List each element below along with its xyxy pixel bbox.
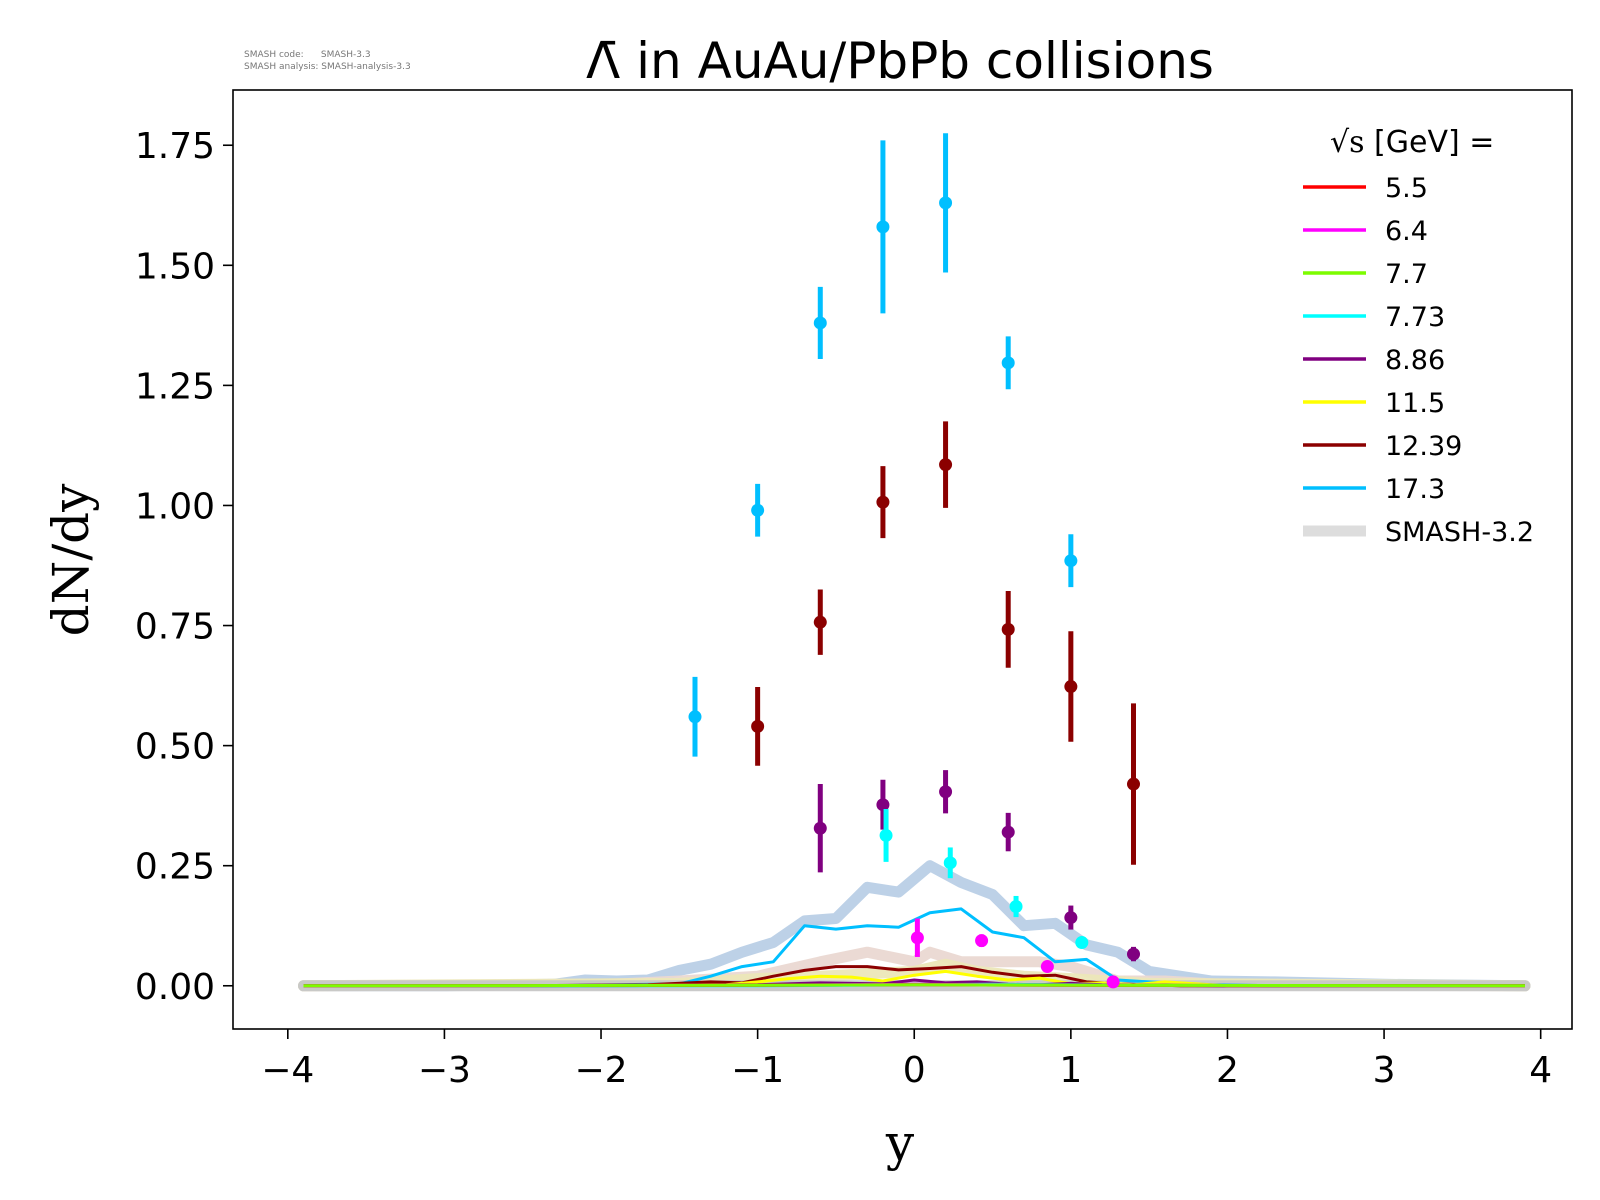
legend-title: √s [GeV] = bbox=[1330, 125, 1494, 160]
y-tick-label: 1.00 bbox=[135, 486, 215, 527]
data-point-12-39-0 bbox=[751, 719, 765, 733]
data-point-6-4-1 bbox=[975, 934, 989, 948]
data-point-7-73-3 bbox=[1075, 936, 1089, 950]
x-tick-label: 2 bbox=[1216, 1050, 1239, 1091]
data-point-6-4-2 bbox=[1040, 960, 1054, 974]
data-point-12-39-4 bbox=[1001, 622, 1015, 636]
data-point-7-73-1 bbox=[943, 856, 957, 870]
data-point-7-73-2 bbox=[1009, 900, 1023, 914]
legend-label-7-73: 7.73 bbox=[1385, 302, 1445, 333]
x-tick-label: −4 bbox=[261, 1050, 314, 1091]
data-point-12-39-3 bbox=[939, 458, 953, 472]
data-point-8-86-0 bbox=[813, 821, 827, 835]
data-point-8-86-4 bbox=[1064, 911, 1078, 925]
plot-frame bbox=[232, 89, 1573, 1030]
legend-title-unit: [GeV] = bbox=[1365, 125, 1495, 160]
plot-series-group bbox=[298, 133, 1531, 992]
x-tick-label: −1 bbox=[731, 1050, 784, 1091]
data-point-6-4-3 bbox=[1106, 975, 1120, 989]
data-point-8-86-1 bbox=[876, 798, 890, 812]
data-point-17-3-2 bbox=[813, 316, 827, 330]
data-point-7-73-0 bbox=[879, 828, 893, 842]
data-point-17-3-6 bbox=[1064, 554, 1078, 568]
data-point-17-3-0 bbox=[688, 710, 702, 724]
data-point-12-39-1 bbox=[813, 615, 827, 629]
smash-code-note: SMASH code: SMASH-3.3 bbox=[244, 50, 371, 60]
data-point-8-86-2 bbox=[939, 785, 953, 799]
y-tick-label: 0.00 bbox=[135, 967, 215, 1008]
data-point-17-3-4 bbox=[939, 196, 953, 210]
y-tick-label: 0.75 bbox=[135, 607, 215, 648]
data-point-8-86-3 bbox=[1001, 825, 1015, 839]
y-axis-label: dN/dy bbox=[42, 483, 100, 637]
legend-label-8-86: 8.86 bbox=[1385, 345, 1445, 376]
y-tick-label: 1.75 bbox=[135, 126, 215, 167]
legend-label-6-4: 6.4 bbox=[1385, 216, 1428, 247]
data-point-12-39-2 bbox=[876, 495, 890, 509]
y-tick-label: 0.50 bbox=[135, 727, 215, 768]
chart-title-text: in AuAu/PbPb collisions bbox=[620, 32, 1214, 90]
data-point-12-39-5 bbox=[1064, 680, 1078, 694]
legend-label-SMASH-3-2: SMASH-3.2 bbox=[1385, 517, 1534, 548]
data-point-6-4-0 bbox=[910, 931, 924, 945]
model-line-7-7 bbox=[303, 983, 1526, 988]
chart-title: Λ̄ in AuAu/PbPb collisions bbox=[586, 32, 1214, 90]
data-point-17-3-3 bbox=[876, 220, 890, 234]
plot-area: −4 −3 −2 −1 0 1 2 3 4 0.00 0.25 0.50 0.75 1.00 1.25 1.5… bbox=[135, 89, 1573, 1091]
legend-title-sqrt: √s bbox=[1330, 125, 1365, 160]
legend-label-7-7: 7.7 bbox=[1385, 259, 1428, 290]
y-tick-label: 1.25 bbox=[135, 366, 215, 407]
data-point-12-39-6 bbox=[1126, 777, 1140, 791]
legend-label-12-39: 12.39 bbox=[1385, 431, 1462, 462]
y-tick-label: 1.50 bbox=[135, 246, 215, 287]
legend: √s [GeV] = 5.5 6.4 7.7 7.73 8.86 11.5 12.39 17.3… bbox=[1303, 125, 1534, 548]
legend-label-5-5: 5.5 bbox=[1385, 173, 1428, 204]
smash-analysis-note: SMASH analysis: SMASH-analysis-3.3 bbox=[244, 62, 411, 72]
data-point-17-3-5 bbox=[1001, 356, 1015, 370]
x-tick-label: −2 bbox=[574, 1050, 627, 1091]
y-tick-label: 0.25 bbox=[135, 847, 215, 888]
x-tick-label: −3 bbox=[418, 1050, 471, 1091]
x-tick-label: 3 bbox=[1373, 1050, 1396, 1091]
chart-title-symbol: Λ̄ bbox=[586, 32, 620, 90]
data-point-8-86-5 bbox=[1126, 947, 1140, 961]
data-point-17-3-1 bbox=[751, 503, 765, 517]
x-tick-label: 4 bbox=[1529, 1050, 1552, 1091]
x-tick-label: 1 bbox=[1059, 1050, 1082, 1091]
legend-label-11-5: 11.5 bbox=[1385, 388, 1445, 419]
x-axis-label: y bbox=[885, 1114, 915, 1172]
legend-label-17-3: 17.3 bbox=[1385, 474, 1445, 505]
x-tick-label: 0 bbox=[903, 1050, 926, 1091]
